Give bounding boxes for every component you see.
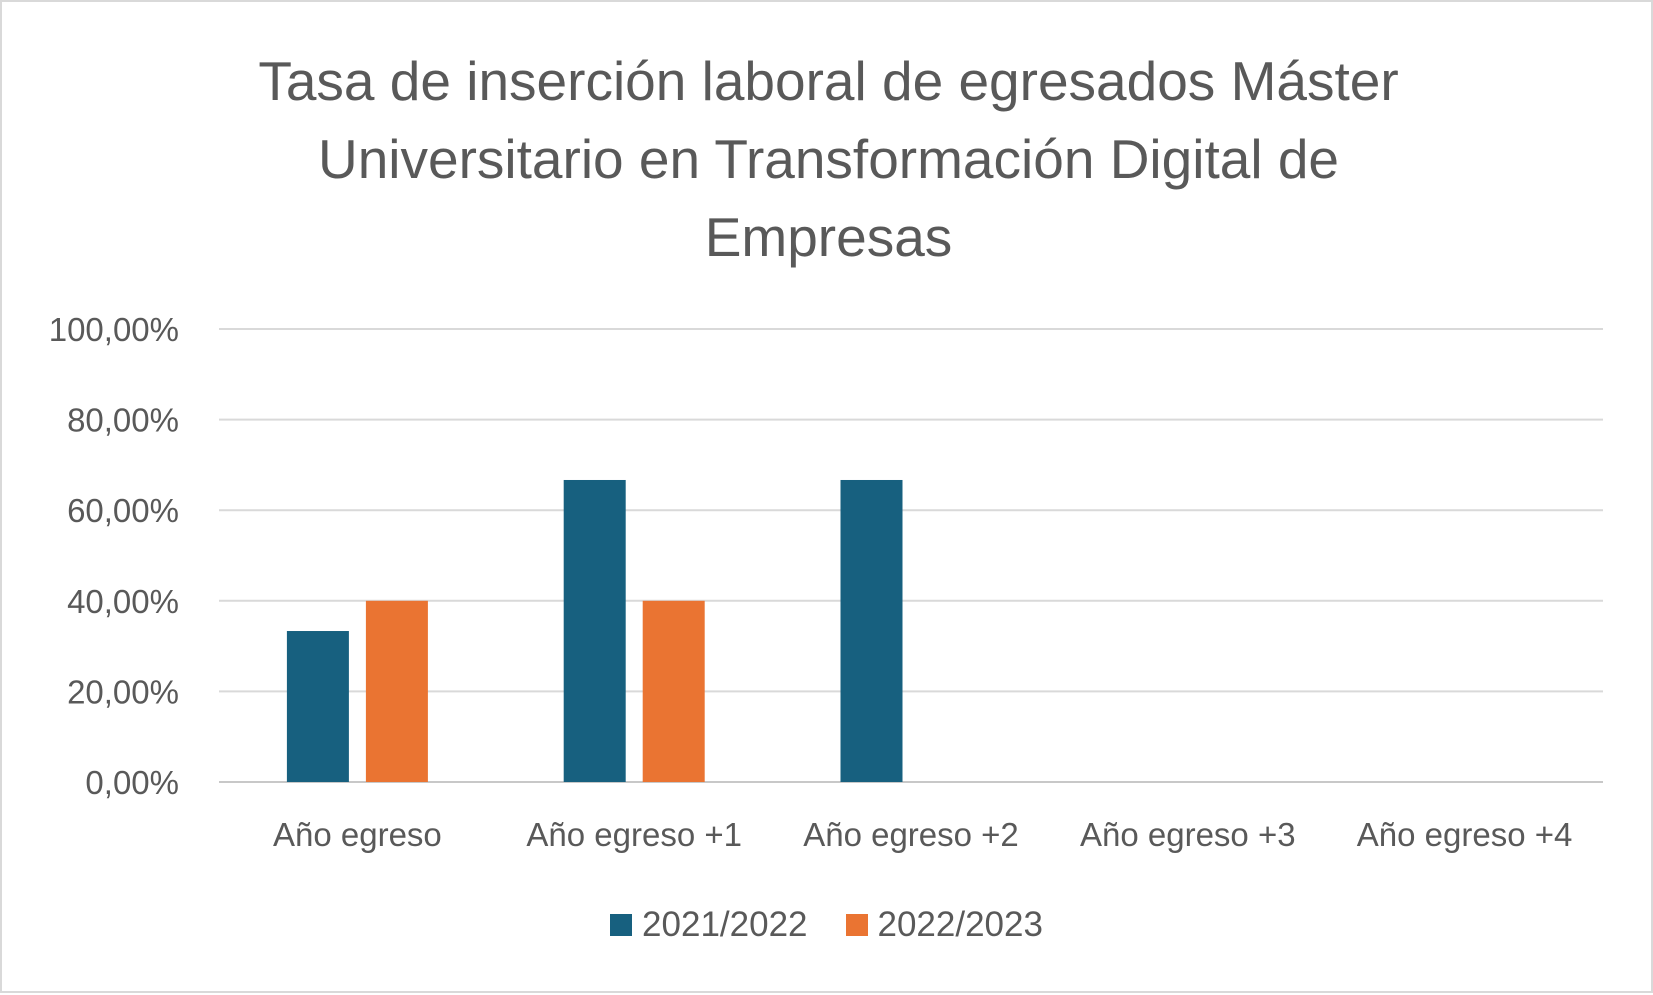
x-category-label-3: Año egreso +3 — [1080, 816, 1296, 853]
x-category-label-0: Año egreso — [273, 816, 442, 853]
y-tick-label-1: 20,00% — [67, 673, 179, 710]
bar-series-2-cat-1 — [642, 600, 705, 782]
legend-item-series-2: 2022/2023 — [845, 905, 1043, 945]
chart-title-line-1: Tasa de inserción laboral de egresados M… — [258, 50, 1399, 112]
legend: 2021/2022 2022/2023 — [2, 905, 1651, 945]
x-category-label-2: Año egreso +2 — [803, 816, 1019, 853]
y-tick-label-2: 40,00% — [67, 583, 179, 620]
legend-swatch-series-1 — [610, 914, 633, 936]
y-tick-label-3: 60,00% — [67, 492, 179, 529]
legend-label-series-2: 2022/2023 — [877, 905, 1043, 944]
bar-series-1-cat-2 — [840, 479, 903, 782]
legend-swatch-series-2 — [845, 914, 868, 936]
chart-title-line-3: Empresas — [704, 206, 953, 268]
y-tick-label-0: 0,00% — [85, 764, 179, 801]
x-category-label-1: Año egreso +1 — [526, 816, 742, 853]
bar-series-2-cat-0 — [365, 600, 428, 782]
y-tick-label-5: 100,00% — [49, 311, 179, 348]
legend-label-series-1: 2021/2022 — [642, 905, 808, 944]
x-category-label-4: Año egreso +4 — [1357, 816, 1573, 853]
chart-title-line-2: Universitario en Transformación Digital … — [318, 128, 1339, 190]
bar-series-1-cat-0 — [286, 631, 349, 782]
legend-item-series-1: 2021/2022 — [610, 905, 808, 945]
y-tick-label-4: 80,00% — [67, 402, 179, 439]
chart-title: Tasa de inserción laboral de egresados M… — [182, 42, 1475, 276]
bar-series-1-cat-1 — [563, 479, 626, 782]
